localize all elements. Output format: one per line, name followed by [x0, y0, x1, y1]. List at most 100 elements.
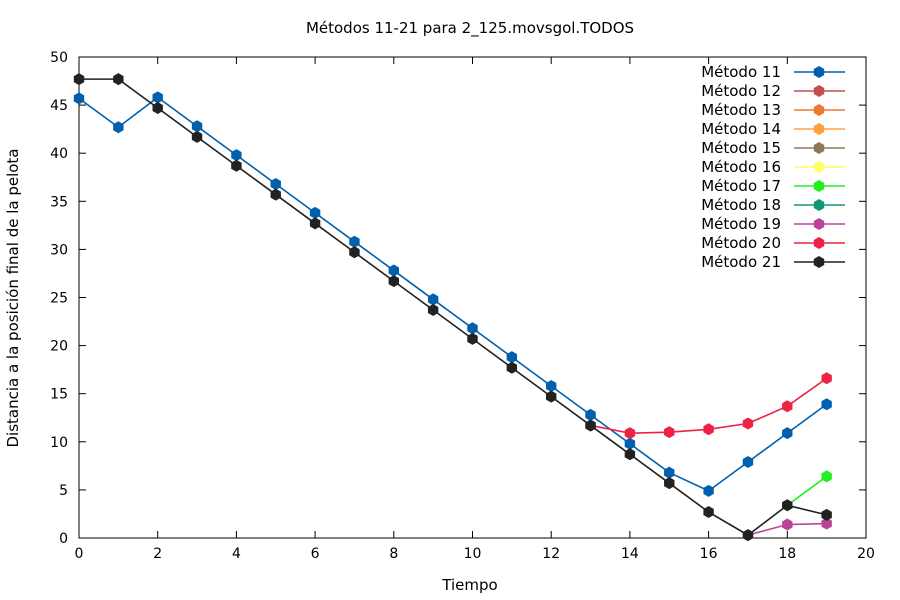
y-tick-label: 40 — [50, 146, 68, 162]
legend-label: Método 15 — [701, 139, 781, 157]
legend-entry: Método 21 — [701, 253, 845, 271]
data-point — [349, 246, 360, 259]
y-tick-label: 10 — [50, 435, 68, 451]
data-point — [821, 508, 832, 521]
data-point — [742, 529, 754, 542]
data-point — [191, 120, 203, 133]
series-método-20 — [585, 372, 832, 440]
legend-marker — [813, 199, 825, 211]
legend-entry: Método 16 — [701, 158, 845, 176]
data-point — [152, 101, 163, 114]
legend-entry: Método 14 — [701, 120, 845, 138]
legend-marker — [813, 256, 825, 268]
legend-marker — [813, 66, 825, 78]
x-tick-label: 16 — [700, 546, 718, 562]
data-point — [664, 466, 675, 479]
data-point — [270, 188, 281, 201]
data-point — [388, 275, 399, 288]
x-axis-label: Tiempo — [441, 576, 497, 594]
legend-label: Método 14 — [701, 120, 781, 138]
x-tick-label: 8 — [389, 546, 398, 562]
legend-entry: Método 17 — [701, 177, 845, 195]
x-tick-label: 14 — [621, 546, 639, 562]
data-point — [585, 408, 596, 421]
x-tick-label: 18 — [778, 546, 796, 562]
data-point — [782, 400, 793, 413]
y-tick-label: 20 — [50, 339, 68, 355]
data-point — [782, 518, 793, 531]
data-point — [585, 419, 596, 432]
legend-marker — [813, 142, 825, 154]
legend-entry: Método 12 — [701, 82, 845, 100]
data-point — [349, 235, 360, 248]
data-point — [821, 470, 832, 483]
data-point — [231, 149, 242, 162]
x-tick-label: 12 — [542, 546, 560, 562]
data-point — [427, 293, 439, 306]
data-point — [467, 322, 478, 335]
y-tick-label: 0 — [59, 531, 68, 547]
data-point — [742, 417, 754, 430]
legend-marker — [813, 123, 825, 135]
legend-label: Método 18 — [701, 196, 781, 214]
legend-label: Método 12 — [701, 82, 781, 100]
data-point — [152, 91, 163, 104]
legend-label: Método 16 — [701, 158, 781, 176]
data-point — [73, 92, 85, 105]
legend-entry: Método 11 — [701, 63, 845, 81]
data-point — [624, 437, 636, 450]
y-axis-label: Distancia a la posición final de la pelo… — [4, 148, 22, 447]
data-point — [546, 390, 557, 403]
data-point — [231, 159, 242, 172]
legend-entry: Método 13 — [701, 101, 845, 119]
data-point — [703, 506, 714, 519]
legend-label: Método 20 — [701, 234, 781, 252]
legend-label: Método 11 — [701, 63, 781, 81]
y-tick-label: 50 — [50, 50, 68, 66]
data-point — [782, 427, 793, 440]
x-tick-label: 6 — [311, 546, 320, 562]
legend-label: Método 13 — [701, 101, 781, 119]
data-point — [506, 361, 518, 374]
series-método-11 — [73, 91, 832, 497]
series-método-21 — [73, 73, 832, 542]
legend-label: Método 21 — [701, 253, 781, 271]
y-tick-label: 45 — [50, 98, 68, 114]
data-point — [742, 456, 754, 468]
data-point — [113, 73, 124, 86]
data-point — [821, 398, 832, 411]
x-tick-label: 2 — [153, 546, 162, 562]
data-point — [113, 121, 124, 134]
data-point — [309, 206, 321, 219]
legend-marker — [813, 161, 825, 173]
series-line — [78, 96, 828, 492]
y-tick-label: 5 — [59, 483, 68, 499]
data-point — [821, 517, 832, 530]
chart-title: Métodos 11-21 para 2_125.movsgol.TODOS — [306, 19, 634, 38]
y-tick-label: 25 — [50, 291, 68, 307]
data-point — [624, 448, 636, 461]
data-point — [73, 73, 85, 86]
data-point — [506, 351, 518, 364]
data-point — [191, 130, 203, 143]
legend-marker — [813, 85, 825, 97]
data-point — [821, 372, 832, 385]
data-point — [388, 264, 399, 277]
y-tick-label: 15 — [50, 387, 68, 403]
legend-label: Método 17 — [701, 177, 781, 195]
data-point — [703, 484, 714, 497]
series-line — [786, 475, 828, 506]
series-layer — [73, 73, 832, 542]
x-tick-label: 4 — [232, 546, 241, 562]
y-tick-label: 35 — [50, 194, 68, 210]
data-point — [664, 477, 675, 490]
legend-entry: Método 20 — [701, 234, 845, 252]
plot-axes: 0 2 4 6 8 10 12 14 16 18 20 0 5 10 15 20 25 30 35 40 45 50 — [50, 50, 875, 562]
data-point — [703, 423, 714, 436]
data-point — [427, 304, 439, 317]
legend-marker — [813, 218, 825, 230]
legend-entry: Método 15 — [701, 139, 845, 157]
legend-entry: Método 19 — [701, 215, 845, 233]
